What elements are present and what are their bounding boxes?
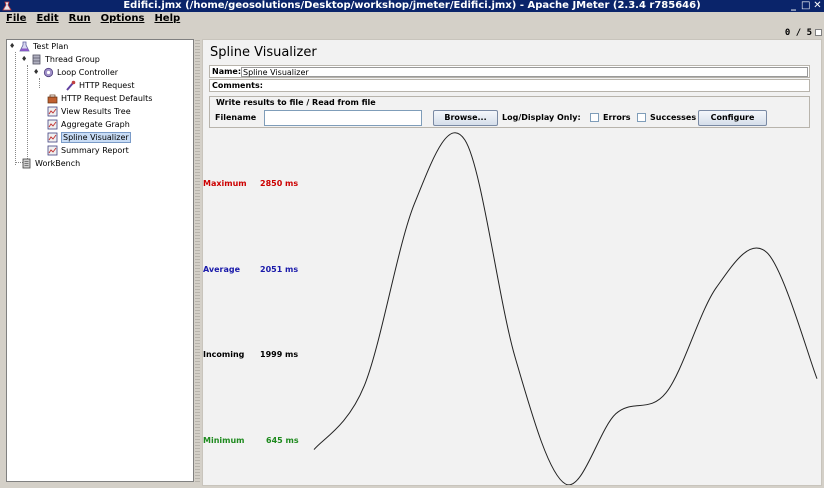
page-title: Spline Visualizer: [210, 45, 317, 60]
average-label: Average: [203, 265, 241, 274]
toolbox-icon: [47, 94, 58, 104]
test-plan-tree[interactable]: ♦ Test Plan ♦ Thread Group ♦ Loop Contro…: [6, 39, 194, 482]
title-bar: Edifici.jmx (/home/geosolutions/Desktop/…: [0, 0, 824, 12]
expand-toggle-icon[interactable]: ♦: [9, 42, 16, 50]
tree-label: WorkBench: [35, 159, 81, 168]
file-group-legend: Write results to file / Read from file: [216, 98, 376, 107]
tree-label: Thread Group: [45, 55, 100, 64]
tree-node-aggregate-graph[interactable]: Aggregate Graph: [47, 118, 130, 131]
file-group: Write results to file / Read from file F…: [209, 96, 810, 128]
tree-label: View Results Tree: [61, 107, 131, 116]
tree-node-workbench[interactable]: WorkBench: [21, 157, 80, 170]
tree-node-http-request[interactable]: HTTP Request: [65, 79, 135, 92]
name-input[interactable]: Spline Visualizer: [241, 67, 808, 77]
spline-visualizer-panel: Spline Visualizer Name: Spline Visualize…: [202, 39, 822, 486]
tree-node-view-results-tree[interactable]: View Results Tree: [47, 105, 131, 118]
filename-input[interactable]: [264, 110, 422, 126]
menu-bar: File Edit Run Options Help: [0, 12, 824, 26]
tree-node-http-request-defaults[interactable]: HTTP Request Defaults: [47, 92, 152, 105]
maximum-value: 2850 ms: [260, 179, 299, 188]
tree-label: Aggregate Graph: [61, 120, 130, 129]
successes-label: Successes: [650, 113, 697, 122]
listener-icon: [47, 106, 58, 117]
spline-line: [313, 132, 818, 485]
tree-label: HTTP Request Defaults: [61, 94, 153, 103]
active-threads-counter: 0 / 5: [784, 28, 812, 38]
beaker-icon: [19, 41, 30, 52]
log-display-label: Log/Display Only:: [502, 113, 581, 122]
listener-icon: [47, 145, 58, 156]
split-pane-divider[interactable]: [195, 39, 200, 482]
gear-icon: [43, 67, 54, 78]
menu-run[interactable]: Run: [68, 13, 91, 24]
tree-label: HTTP Request: [79, 81, 135, 90]
minimize-button[interactable]: _: [791, 0, 796, 11]
status-indicator: [815, 29, 822, 36]
tree-label: Summary Report: [61, 146, 129, 155]
tree-label: Loop Controller: [57, 68, 119, 77]
expand-toggle-icon[interactable]: ♦: [21, 55, 28, 63]
maximize-button[interactable]: □: [801, 0, 811, 11]
incoming-value: 1999 ms: [260, 350, 299, 359]
spool-icon: [32, 54, 41, 65]
tree-label: Spline Visualizer: [61, 132, 131, 143]
tree-node-test-plan[interactable]: ♦ Test Plan: [9, 40, 68, 53]
incoming-label: Incoming: [203, 350, 245, 359]
errors-label: Errors: [603, 113, 631, 122]
tree-node-summary-report[interactable]: Summary Report: [47, 144, 129, 157]
browse-button[interactable]: Browse...: [433, 110, 498, 126]
comments-row[interactable]: Comments:: [209, 79, 810, 92]
minimum-label: Minimum: [203, 436, 245, 445]
close-button[interactable]: ✕: [813, 0, 822, 11]
name-row: Name: Spline Visualizer: [209, 65, 810, 78]
menu-help[interactable]: Help: [154, 13, 181, 24]
jmeter-app-icon[interactable]: [2, 1, 12, 11]
listener-icon: [47, 119, 58, 130]
tree-node-thread-group[interactable]: ♦ Thread Group: [21, 53, 100, 66]
menu-file[interactable]: File: [6, 13, 27, 24]
pipette-icon: [66, 80, 76, 91]
maximum-label: Maximum: [203, 179, 247, 188]
average-value: 2051 ms: [260, 265, 299, 274]
name-label: Name:: [212, 67, 242, 76]
workbench-icon: [22, 158, 31, 169]
listener-icon: [47, 132, 58, 143]
expand-toggle-icon[interactable]: ♦: [33, 68, 40, 76]
errors-checkbox[interactable]: [590, 113, 599, 122]
successes-checkbox[interactable]: [637, 113, 646, 122]
spline-chart: [313, 132, 818, 485]
menu-options[interactable]: Options: [100, 13, 145, 24]
filename-label: Filename: [215, 113, 257, 122]
tree-node-spline-visualizer[interactable]: Spline Visualizer: [47, 131, 131, 144]
window-title: Edifici.jmx (/home/geosolutions/Desktop/…: [123, 0, 701, 11]
tree-label: Test Plan: [33, 42, 69, 51]
tree-node-loop-controller[interactable]: ♦ Loop Controller: [33, 66, 118, 79]
minimum-value: 645 ms: [266, 436, 299, 445]
configure-button[interactable]: Configure: [698, 110, 767, 126]
menu-edit[interactable]: Edit: [36, 13, 59, 24]
comments-label: Comments:: [212, 81, 263, 90]
